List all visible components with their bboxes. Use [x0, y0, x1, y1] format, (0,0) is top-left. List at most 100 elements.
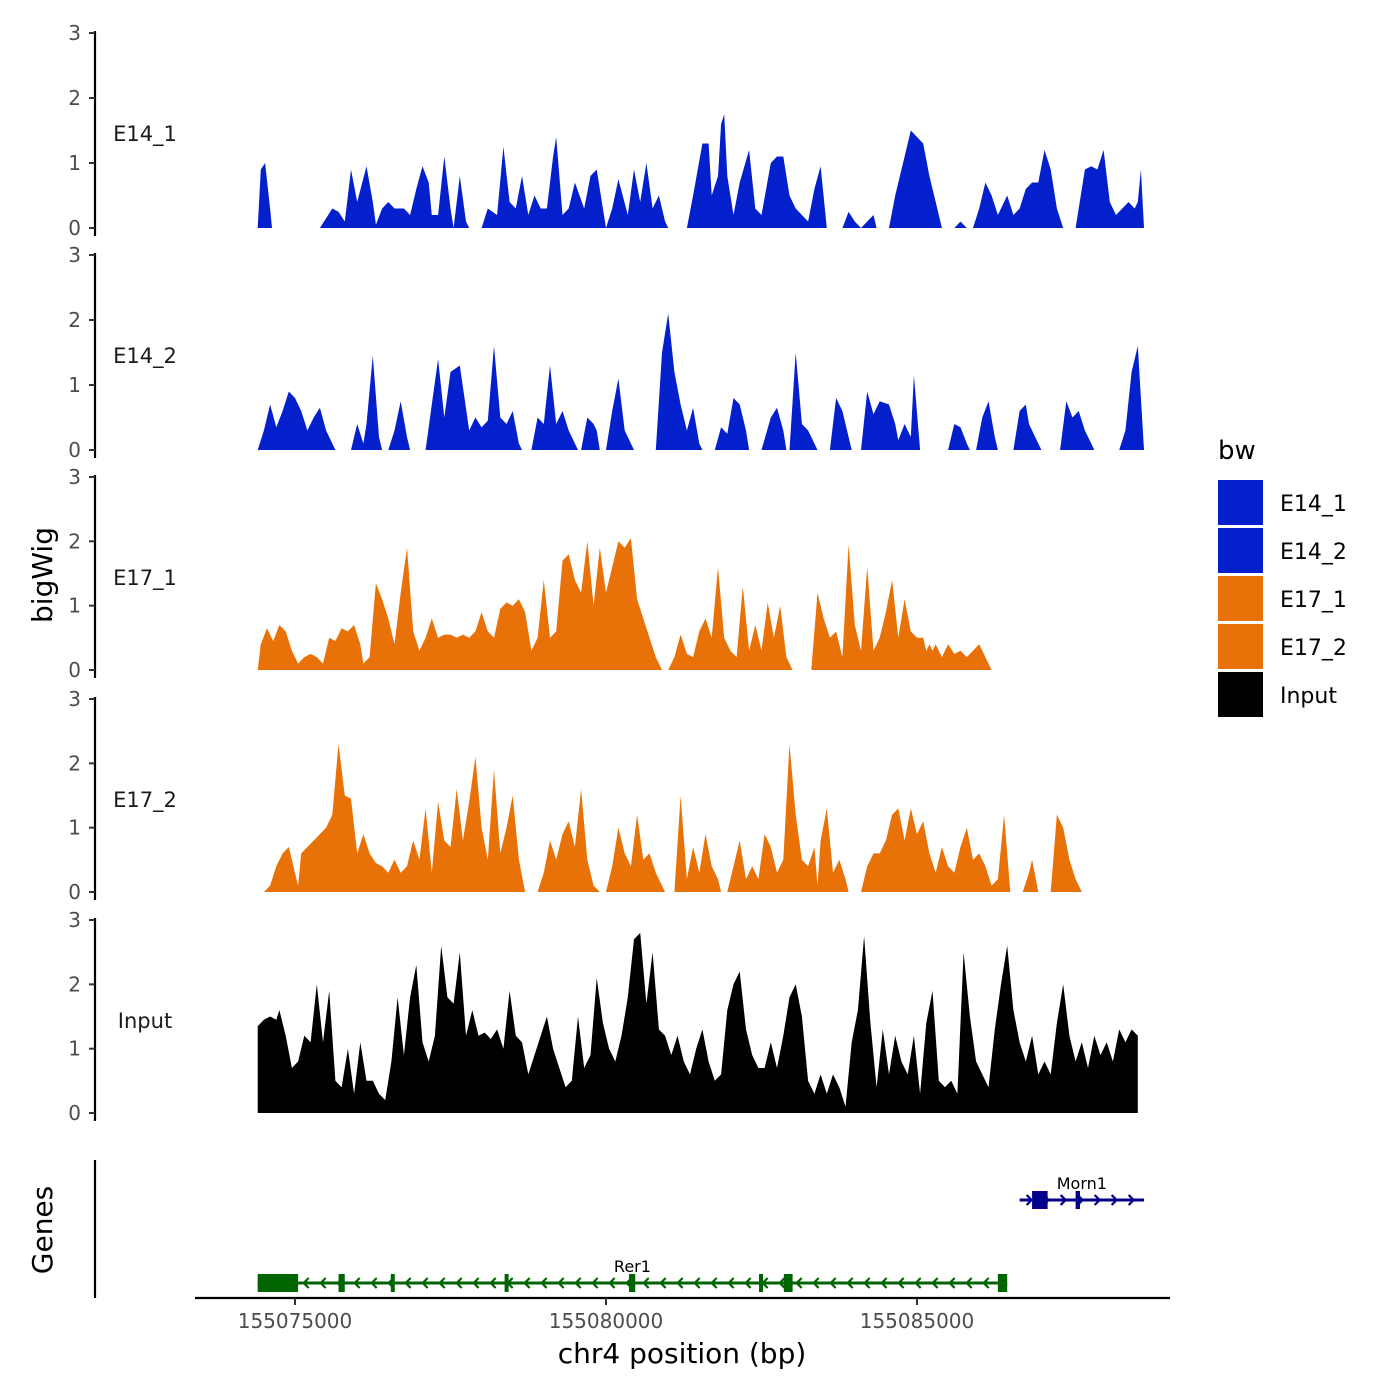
area-segment-e14_2-15	[1013, 404, 1042, 450]
y-tick-label: 3	[68, 908, 81, 932]
legend-swatch-e14_2	[1218, 528, 1263, 573]
area-segment-e14_1-6	[889, 130, 942, 228]
strand-arrow	[778, 1277, 786, 1289]
exon	[759, 1274, 764, 1292]
strand-arrow	[540, 1277, 548, 1289]
strand-arrow	[863, 1277, 871, 1289]
track-label: E14_1	[113, 122, 177, 147]
exon	[1075, 1191, 1080, 1209]
legend-label: E14_1	[1280, 492, 1347, 517]
strand-arrow	[472, 1277, 480, 1289]
x-axis-title: chr4 position (bp)	[558, 1337, 807, 1370]
area-segment-e17_2-7	[1050, 814, 1082, 892]
y-tick-label: 0	[68, 216, 81, 240]
strand-arrow	[438, 1277, 446, 1289]
exon	[629, 1274, 636, 1292]
area-segment-e17_2-2	[606, 814, 666, 892]
area-segment-e17_1-1	[668, 567, 793, 670]
exon	[338, 1274, 345, 1292]
track-e17_1: 0 1 2 3 E17_1	[68, 465, 992, 682]
y-tick-label: 1	[68, 151, 81, 175]
exon	[390, 1274, 395, 1292]
strand-arrow	[591, 1277, 599, 1289]
area-segment-e14_2-10	[789, 352, 818, 450]
area-segment-e17_2-4	[727, 744, 849, 892]
genes-axis-title: Genes	[26, 1186, 59, 1274]
area-segment-e14_1-4	[686, 114, 827, 228]
y-tick-label: 2	[68, 972, 81, 996]
track-input: 0 1 2 3 Input	[68, 908, 1138, 1125]
x-tick-label: 155085000	[860, 1309, 975, 1333]
strand-arrow	[523, 1277, 531, 1289]
area-segment-e17_2-5	[861, 808, 1011, 892]
strand-arrow	[710, 1277, 718, 1289]
strand-arrow	[795, 1277, 803, 1289]
track-label: E17_1	[113, 566, 177, 591]
area-segment-e17_1-2	[811, 544, 992, 670]
area-segment-e14_2-8	[714, 398, 750, 450]
strand-arrow	[965, 1277, 973, 1289]
exon	[1032, 1191, 1048, 1209]
y-tick-label: 0	[68, 658, 81, 682]
strand-arrow	[676, 1277, 684, 1289]
gene-rer1: Rer1	[257, 1257, 1008, 1292]
legend-swatch-e17_2	[1218, 624, 1263, 669]
strand-arrow	[421, 1277, 429, 1289]
strand-arrow	[404, 1277, 412, 1289]
area-segment-e17_2-3	[674, 795, 722, 892]
area-segment-e17_1-0	[257, 538, 662, 670]
area-segment-e14_2-14	[976, 401, 998, 450]
y-tick-label: 1	[68, 373, 81, 397]
strand-arrow	[982, 1277, 990, 1289]
strand-arrow	[489, 1277, 497, 1289]
area-segment-e14_2-16	[1060, 401, 1095, 450]
area-segment-e14_2-1	[351, 355, 383, 450]
gene-morn1: Morn1	[1019, 1174, 1145, 1209]
exon	[997, 1274, 1008, 1292]
area-segment-e14_1-7	[954, 221, 967, 228]
exon	[783, 1274, 793, 1292]
strand-arrow	[455, 1277, 463, 1289]
y-tick-label: 0	[68, 880, 81, 904]
legend-label: Input	[1280, 684, 1337, 709]
area-segment-e14_2-5	[581, 417, 600, 450]
legend-swatch-input	[1218, 672, 1263, 717]
y-tick-label: 2	[68, 751, 81, 775]
track-label: E14_2	[113, 344, 177, 369]
strand-arrow	[744, 1277, 752, 1289]
strand-arrow	[812, 1277, 820, 1289]
strand-arrow	[846, 1277, 854, 1289]
x-tick-label: 155080000	[549, 1309, 664, 1333]
area-segment-e14_2-0	[257, 391, 336, 450]
y-axis-title: bigWig	[26, 527, 59, 623]
strand-arrow	[948, 1277, 956, 1289]
strand-arrow	[642, 1277, 650, 1289]
y-tick-label: 3	[68, 687, 81, 711]
area-segment-e14_2-7	[655, 313, 703, 450]
strand-arrow	[353, 1277, 361, 1289]
exon	[257, 1274, 299, 1292]
legend-swatch-e14_1	[1218, 480, 1263, 525]
strand-arrow	[693, 1277, 701, 1289]
x-ticks: 155075000 155080000 155085000	[238, 1298, 975, 1333]
area-segment-e14_2-3	[425, 346, 522, 450]
strand-arrow	[914, 1277, 922, 1289]
area-segment-e14_2-6	[606, 378, 634, 450]
legend-swatch-e17_1	[1218, 576, 1263, 621]
area-segment-e14_1-5	[842, 211, 877, 228]
track-e14_2: 0 1 2 3 E14_2	[68, 243, 1144, 462]
area-segment-e14_1-9	[1075, 150, 1144, 228]
strand-arrow	[1127, 1194, 1136, 1206]
area-segment-e14_1-0	[257, 163, 272, 228]
track-e14_1: 0 1 2 3 E14_1	[68, 21, 1144, 240]
area-segment-e17_2-1	[537, 789, 600, 892]
y-tick-label: 0	[68, 1101, 81, 1125]
strand-arrow	[727, 1277, 735, 1289]
track-label: E17_2	[113, 788, 177, 813]
genes-layer: Rer1 Morn1	[93, 1160, 1145, 1298]
y-tick-label: 1	[68, 816, 81, 840]
strand-arrow	[557, 1277, 565, 1289]
y-tick-label: 3	[68, 21, 81, 45]
tracks-layer: 0 1 2 3 E14_1 0 1 2 3 E14_2 0 1 2 3 E17_1 0 1 2 3 E17_2 0 1 2 3…	[68, 21, 1144, 1125]
